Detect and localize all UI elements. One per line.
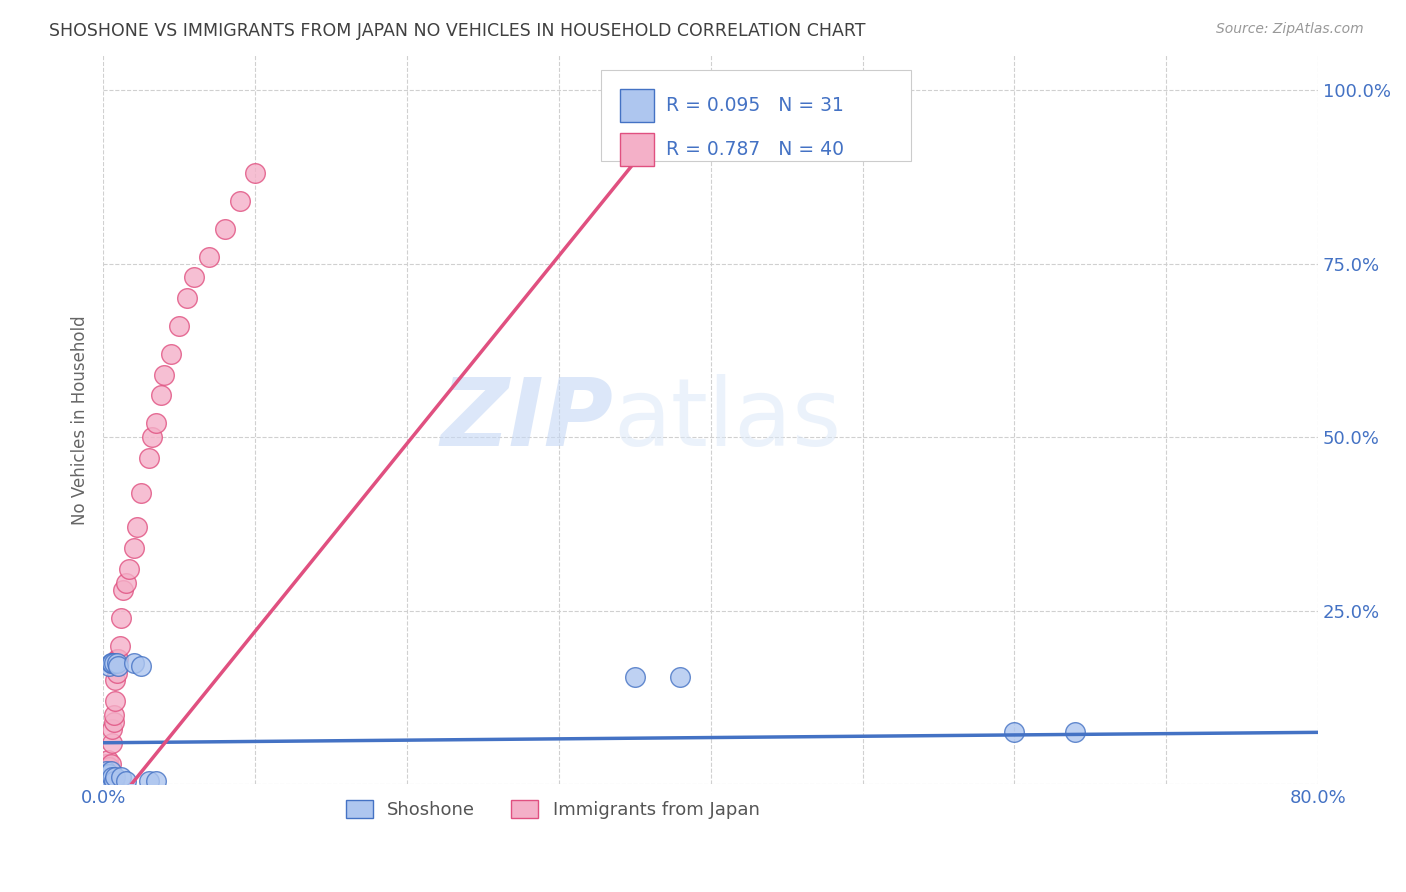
Text: R = 0.787   N = 40: R = 0.787 N = 40 — [665, 140, 844, 159]
Point — [198, 250, 221, 264]
Point — [93, 764, 115, 778]
Point — [101, 736, 124, 750]
Point — [141, 430, 163, 444]
Point — [93, 771, 115, 785]
Point — [107, 652, 129, 666]
Point — [98, 767, 121, 781]
Point — [138, 450, 160, 465]
Point — [243, 166, 266, 180]
Point — [100, 771, 122, 785]
Point — [103, 774, 125, 789]
Point — [122, 541, 145, 556]
Point — [129, 659, 152, 673]
Point — [110, 771, 132, 785]
Point — [118, 562, 141, 576]
Point — [97, 753, 120, 767]
Point — [108, 639, 131, 653]
Point — [97, 774, 120, 789]
Text: R = 0.095   N = 31: R = 0.095 N = 31 — [665, 96, 844, 115]
Point — [98, 760, 121, 774]
Point — [153, 368, 176, 382]
Point — [104, 771, 127, 785]
Point — [160, 347, 183, 361]
Point — [93, 767, 115, 781]
Point — [104, 694, 127, 708]
Point — [149, 388, 172, 402]
Point — [229, 194, 252, 208]
Point — [145, 417, 167, 431]
Point — [96, 771, 118, 785]
Point — [101, 656, 124, 670]
Point — [93, 774, 115, 789]
Point — [105, 652, 128, 666]
Point — [96, 774, 118, 789]
Point — [138, 774, 160, 789]
Point — [93, 774, 115, 789]
Bar — [620, 89, 654, 122]
Point — [183, 270, 205, 285]
Point — [97, 767, 120, 781]
Point — [115, 576, 138, 591]
Point — [176, 291, 198, 305]
Point — [214, 221, 236, 235]
Point — [96, 774, 118, 789]
Point — [669, 670, 692, 684]
Point — [167, 318, 190, 333]
Point — [122, 656, 145, 670]
Point — [103, 708, 125, 723]
Point — [110, 611, 132, 625]
Text: SHOSHONE VS IMMIGRANTS FROM JAPAN NO VEHICLES IN HOUSEHOLD CORRELATION CHART: SHOSHONE VS IMMIGRANTS FROM JAPAN NO VEH… — [49, 22, 866, 40]
Point — [115, 774, 138, 789]
Point — [100, 774, 122, 789]
Point — [100, 756, 122, 771]
Y-axis label: No Vehicles in Household: No Vehicles in Household — [72, 315, 89, 524]
Point — [105, 656, 128, 670]
Point — [1002, 725, 1025, 739]
Point — [98, 771, 121, 785]
Point — [101, 722, 124, 736]
Point — [98, 774, 121, 789]
Point — [98, 659, 121, 673]
Point — [129, 485, 152, 500]
Text: atlas: atlas — [613, 374, 842, 466]
Point — [104, 673, 127, 688]
Point — [96, 764, 118, 778]
Point — [97, 767, 120, 781]
Point — [105, 666, 128, 681]
Point — [103, 714, 125, 729]
Text: ZIP: ZIP — [440, 374, 613, 466]
Point — [145, 774, 167, 789]
FancyBboxPatch shape — [602, 70, 911, 161]
Point — [1064, 725, 1087, 739]
Text: Source: ZipAtlas.com: Source: ZipAtlas.com — [1216, 22, 1364, 37]
Point — [125, 520, 148, 534]
Point — [107, 659, 129, 673]
Point — [111, 582, 134, 597]
Point — [100, 764, 122, 778]
Point — [623, 670, 645, 684]
Point — [101, 771, 124, 785]
Point — [100, 656, 122, 670]
Legend: Shoshone, Immigrants from Japan: Shoshone, Immigrants from Japan — [339, 793, 766, 827]
Point — [103, 656, 125, 670]
Bar — [620, 133, 654, 166]
Point — [96, 756, 118, 771]
